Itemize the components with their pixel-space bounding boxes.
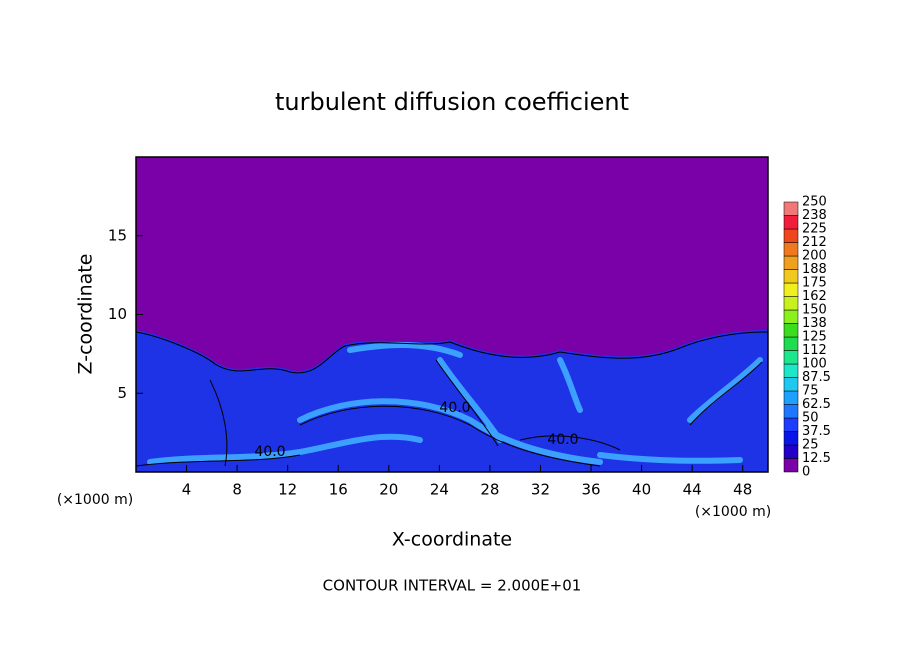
x-tick-label: 48 [733, 481, 752, 499]
streaks [147, 342, 763, 465]
y-unit: (×1000 m) [57, 492, 133, 508]
colorbar-swatch [783, 255, 799, 270]
x-tick-label: 4 [182, 481, 192, 499]
colorbar-label: 12.5 [802, 451, 831, 466]
contour-field [135, 157, 769, 472]
chart-title: turbulent diffusion coefficient [275, 88, 629, 116]
x-tick-label: 28 [480, 481, 499, 499]
contour-lines [135, 331, 769, 467]
colorbar-swatch [783, 377, 799, 392]
x-tick-label: 44 [683, 481, 702, 499]
turbulent-region [136, 330, 768, 472]
colorbar-label: 100 [802, 357, 827, 372]
colorbar-label: 50 [802, 411, 819, 426]
colorbar-label: 150 [802, 303, 827, 318]
colorbar-swatch [783, 215, 799, 230]
colorbar-swatch [783, 336, 799, 351]
colorbar-swatch [783, 444, 799, 459]
y-axis-title: Z-coordinate [75, 254, 97, 375]
x-tick-label: 12 [278, 481, 297, 499]
colorbar-swatch [783, 458, 799, 473]
x-tick-label: 16 [329, 481, 348, 499]
colorbar-label: 250 [802, 195, 827, 210]
colorbar-swatch [783, 201, 799, 216]
colorbar-swatch [783, 417, 799, 432]
x-unit: (×1000 m) [695, 504, 771, 520]
colorbar-swatch [783, 390, 799, 405]
x-tick-label: 40 [632, 481, 651, 499]
y-tick-label: 5 [117, 384, 127, 402]
colorbar-label: 225 [802, 222, 827, 237]
colorbar-swatch [783, 309, 799, 324]
colorbar-swatch [783, 242, 799, 257]
colorbar-swatch [783, 228, 799, 243]
colorbar-label: 87.5 [802, 370, 831, 385]
colorbar-label: 188 [802, 262, 827, 277]
colorbar-swatch [783, 323, 799, 338]
colorbar-swatch [783, 282, 799, 297]
colorbar-swatch [783, 269, 799, 284]
contour-label: 40.0 [254, 444, 285, 460]
colorbar-swatch [783, 404, 799, 419]
x-tick-label: 32 [531, 481, 550, 499]
colorbar-label: 212 [802, 235, 827, 250]
y-tick-label: 10 [108, 305, 127, 323]
contour-label: 40.0 [547, 432, 578, 448]
x-axis-title: X-coordinate [392, 529, 512, 551]
colorbar-label: 138 [802, 316, 827, 331]
colorbar-label: 125 [802, 330, 827, 345]
colorbar-label: 62.5 [802, 397, 831, 412]
colorbar-label: 175 [802, 276, 827, 291]
colorbar-label: 112 [802, 343, 827, 358]
x-tick-label: 24 [430, 481, 449, 499]
colorbar-label: 162 [802, 289, 827, 304]
y-tick-label: 15 [108, 226, 127, 244]
x-tick-label: 20 [379, 481, 398, 499]
colorbar-label: 0 [802, 465, 810, 480]
colorbar-label: 200 [802, 249, 827, 264]
colorbar-swatch [783, 363, 799, 378]
colorbar-swatch [783, 296, 799, 311]
x-tick-label: 36 [581, 481, 600, 499]
contour-label: 40.0 [439, 400, 470, 416]
colorbar-swatch [783, 431, 799, 446]
x-tick-label: 8 [232, 481, 242, 499]
footer-note: CONTOUR INTERVAL = 2.000E+01 [323, 577, 582, 595]
colorbar-label: 25 [802, 438, 819, 453]
colorbar-swatch [783, 350, 799, 365]
colorbar-label: 37.5 [802, 424, 831, 439]
colorbar-label: 238 [802, 208, 827, 223]
colorbar-label: 75 [802, 384, 819, 399]
